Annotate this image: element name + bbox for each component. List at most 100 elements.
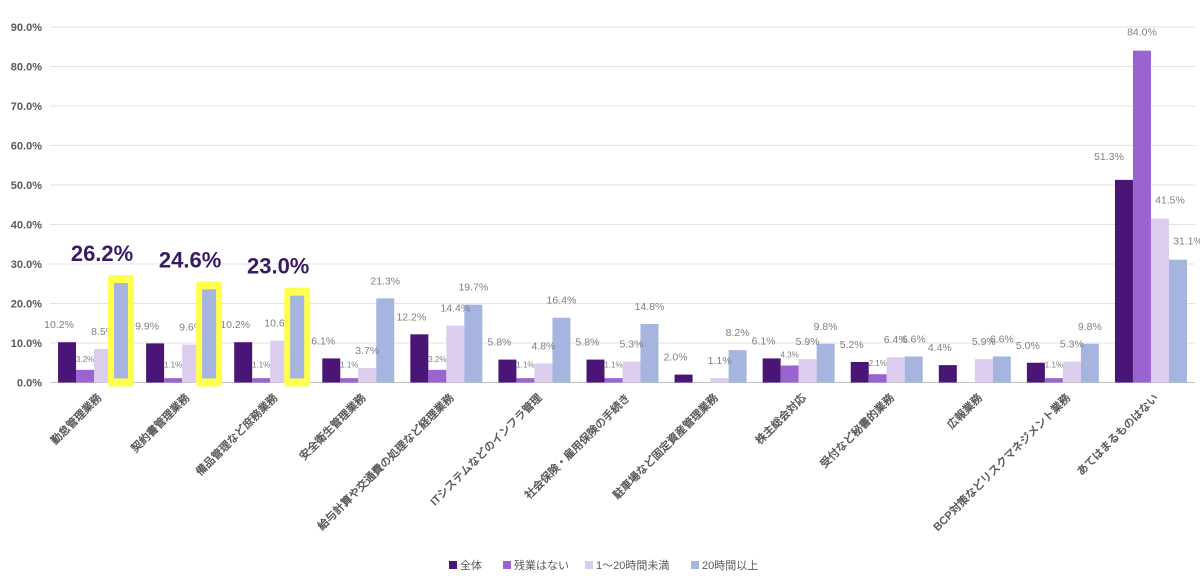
bar bbox=[516, 378, 535, 383]
bar bbox=[1132, 50, 1151, 383]
category-label: 安全衛生管理業務 bbox=[296, 390, 369, 463]
data-label: 6.4% bbox=[884, 334, 908, 346]
data-label: 5.3% bbox=[1060, 339, 1084, 351]
bar bbox=[1150, 218, 1169, 383]
category-label: 受付など秘書的業務 bbox=[817, 390, 898, 471]
data-label: 1.1% bbox=[340, 361, 358, 370]
bar bbox=[674, 374, 693, 383]
bar bbox=[850, 361, 869, 383]
highlight-bar bbox=[114, 283, 129, 379]
bar bbox=[252, 378, 271, 383]
bar bbox=[234, 342, 253, 383]
data-label: 5.9% bbox=[796, 336, 820, 348]
data-label: 1.1% bbox=[516, 361, 534, 370]
data-label: 31.1% bbox=[1173, 236, 1200, 248]
category-label: 株主総会対応 bbox=[752, 391, 809, 448]
data-label: 9.9% bbox=[135, 320, 159, 332]
data-label: 14.8% bbox=[635, 301, 665, 313]
bar bbox=[376, 298, 395, 383]
bars bbox=[58, 50, 1187, 383]
y-tick-label: 0.0% bbox=[17, 378, 42, 390]
y-tick-label: 70.0% bbox=[11, 101, 42, 113]
bar bbox=[992, 356, 1011, 383]
data-label: 2.0% bbox=[664, 352, 688, 364]
bar bbox=[322, 358, 341, 383]
legend-label: 20時間以上 bbox=[702, 559, 758, 572]
bar bbox=[446, 325, 465, 383]
data-label: 3.2% bbox=[428, 355, 446, 364]
bar bbox=[1114, 179, 1133, 383]
category-label: あてはまるものはない bbox=[1074, 391, 1161, 478]
data-label: 4.3% bbox=[781, 351, 799, 360]
highlights: 26.2% 24.6% 23.0% bbox=[71, 241, 311, 387]
bar bbox=[886, 357, 905, 383]
bar bbox=[780, 365, 799, 383]
data-label: 5.9% bbox=[972, 336, 996, 348]
data-label: 5.8% bbox=[576, 337, 600, 349]
legend-label: 残業はない bbox=[514, 558, 569, 572]
bar bbox=[640, 324, 659, 383]
data-label: 84.0% bbox=[1127, 27, 1157, 39]
legend-swatch bbox=[503, 561, 511, 569]
data-label: 3.7% bbox=[355, 345, 379, 357]
bar bbox=[552, 317, 571, 383]
bar bbox=[94, 348, 113, 383]
category-label: 契約書管理業務 bbox=[127, 390, 193, 456]
bar bbox=[798, 359, 817, 383]
bar bbox=[164, 378, 183, 383]
legend-swatch bbox=[585, 561, 593, 569]
y-axis: 0.0% 10.0% 20.0% 30.0% 40.0% 50.0% 60.0% 70.0% 8… bbox=[11, 22, 42, 390]
bar bbox=[534, 363, 553, 383]
bar bbox=[270, 340, 289, 383]
data-label: 5.8% bbox=[487, 337, 511, 349]
bar bbox=[904, 356, 923, 383]
highlight-bar bbox=[202, 289, 217, 379]
bar bbox=[1044, 378, 1063, 383]
bar bbox=[938, 365, 957, 383]
category-label: 勤怠管理業務 bbox=[48, 390, 105, 447]
data-label: 10.2% bbox=[220, 319, 250, 331]
bar bbox=[1062, 361, 1081, 383]
data-label: 5.0% bbox=[1016, 340, 1040, 352]
data-label: 21.3% bbox=[370, 275, 400, 287]
bar bbox=[498, 359, 517, 383]
y-tick-label: 60.0% bbox=[11, 141, 42, 153]
data-label: 6.1% bbox=[752, 335, 776, 347]
data-label: 1.1% bbox=[708, 355, 732, 367]
data-label: 5.2% bbox=[840, 339, 864, 351]
data-label: 14.4% bbox=[440, 303, 470, 315]
data-labels: 10.2% 9.9% 10.2% 6.1% 12.2% 5.8% 5.8% 2.0% 6.1% 5… bbox=[44, 27, 1200, 370]
bar bbox=[428, 369, 447, 383]
bar bbox=[728, 350, 747, 383]
data-label: 6.6% bbox=[902, 333, 926, 345]
bar bbox=[1080, 343, 1099, 383]
bar bbox=[604, 378, 623, 383]
highlight-label: 23.0% bbox=[247, 254, 309, 279]
legend-label: 1～20時間未満 bbox=[596, 559, 669, 572]
data-label: 1.1% bbox=[164, 361, 182, 370]
data-label: 8.2% bbox=[726, 327, 750, 339]
highlight-bar bbox=[290, 295, 305, 379]
bar bbox=[762, 358, 781, 383]
data-label: 1.1% bbox=[604, 361, 622, 370]
y-tick-label: 50.0% bbox=[11, 180, 42, 192]
bar bbox=[464, 304, 483, 383]
legend-swatch bbox=[449, 561, 457, 569]
data-label: 10.2% bbox=[44, 319, 74, 331]
bar bbox=[1026, 362, 1045, 383]
bar bbox=[146, 343, 165, 383]
data-label: 1.1% bbox=[252, 361, 270, 370]
bar bbox=[710, 378, 729, 383]
category-label: 給与計算や交通費の処理など経理業務 bbox=[314, 390, 457, 533]
bar bbox=[816, 343, 835, 383]
legend-label: 全体 bbox=[460, 558, 482, 572]
category-label: BCP対策などリスクマネジメント業務 bbox=[930, 390, 1074, 534]
data-label: 51.3% bbox=[1094, 151, 1124, 163]
data-label: 4.4% bbox=[928, 342, 952, 354]
data-label: 6.1% bbox=[311, 335, 335, 347]
data-label: 6.6% bbox=[990, 333, 1014, 345]
highlight-label: 26.2% bbox=[71, 241, 133, 266]
category-label: 備品管理など庶務業務 bbox=[193, 390, 281, 478]
data-label: 41.5% bbox=[1155, 195, 1185, 207]
